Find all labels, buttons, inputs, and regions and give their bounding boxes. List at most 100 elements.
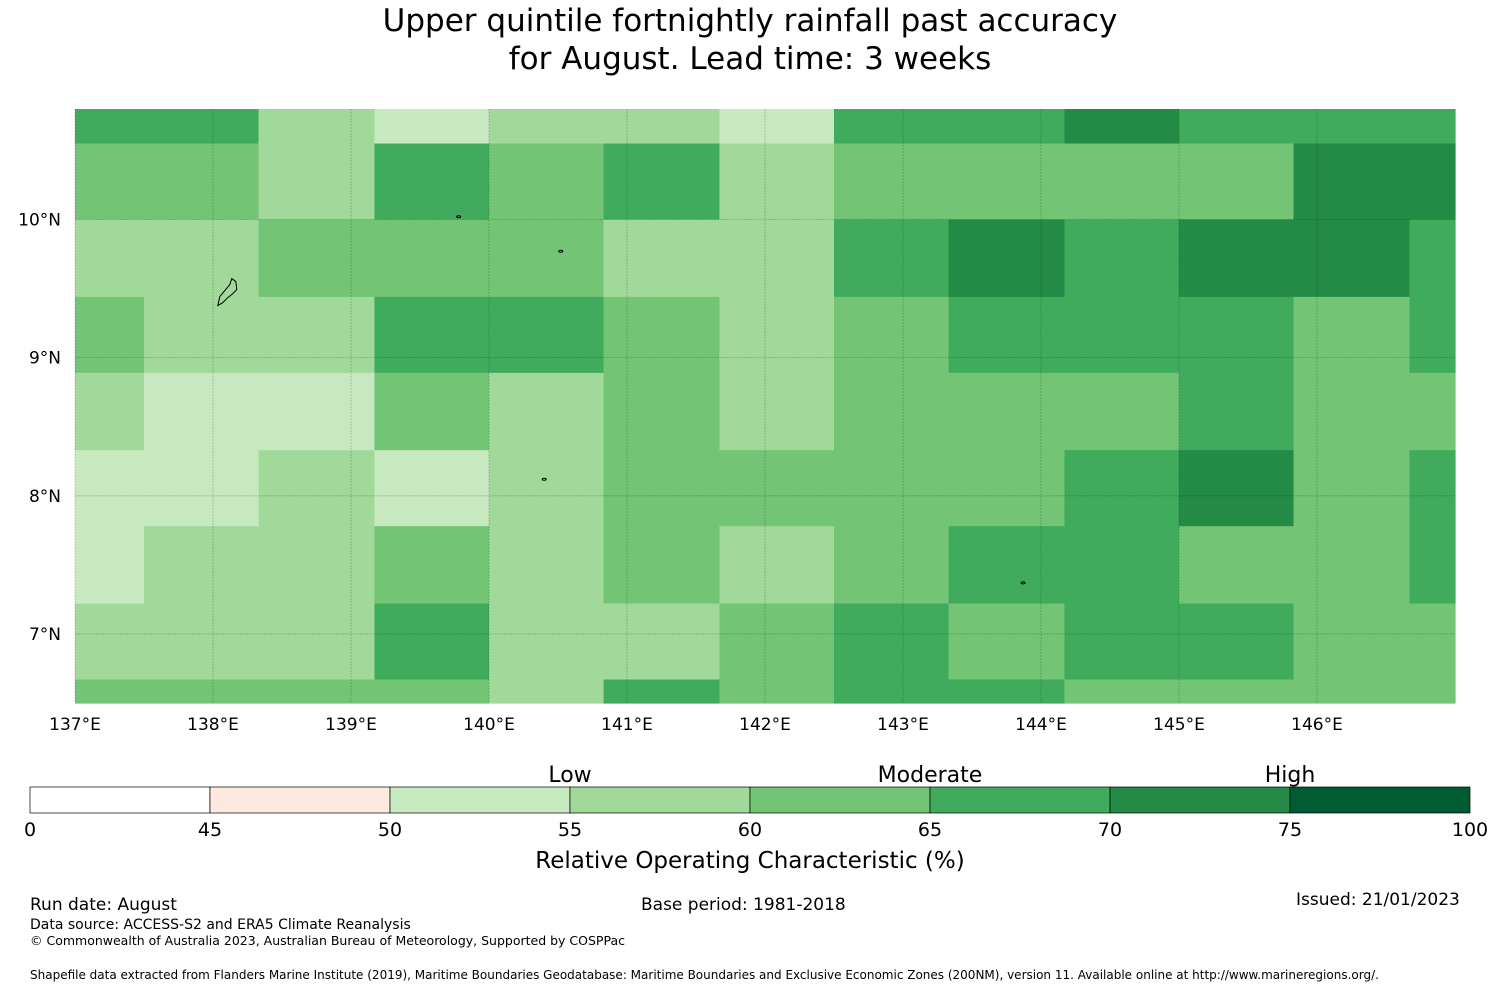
map-cell — [258, 296, 376, 374]
map-cell — [1293, 109, 1411, 145]
map-cell — [1293, 296, 1411, 374]
longitude-tick-label: 139°E — [325, 715, 377, 735]
map-cell — [834, 296, 950, 374]
map-cell — [1179, 603, 1295, 681]
map-cell — [258, 450, 376, 527]
map-cell — [603, 372, 721, 451]
longitude-tick-label: 140°E — [463, 715, 515, 735]
map-cell — [258, 143, 376, 221]
map-cell — [374, 296, 490, 374]
map-cell — [258, 679, 376, 704]
yap-island — [217, 277, 238, 307]
map-cell — [489, 679, 605, 704]
map-cell — [719, 109, 835, 145]
run-date: Run date: August — [30, 895, 177, 915]
colorbar-category-label: High — [1265, 763, 1316, 788]
map-title-line-1: Upper quintile fortnightly rainfall past… — [382, 3, 1118, 39]
map-cell — [834, 603, 950, 681]
map-cell — [374, 526, 490, 605]
map-cell — [1179, 679, 1295, 704]
map-cell — [1409, 603, 1456, 681]
colorbar-segment — [389, 786, 571, 814]
latitude-tick-label: 9°N — [29, 349, 61, 369]
colorbar-tick-label: 50 — [378, 819, 402, 841]
map-cell — [834, 450, 950, 527]
map-cell — [603, 219, 721, 298]
map-cell — [603, 679, 721, 704]
map-cell — [948, 526, 1066, 605]
map-cell — [603, 603, 721, 681]
colorbar-category-labels: Low Moderate High — [548, 763, 1315, 788]
colorbar-segments — [29, 786, 1471, 814]
map-cell — [719, 219, 835, 298]
islet-d — [1020, 581, 1026, 585]
map-cell — [489, 603, 605, 681]
map-cell — [75, 109, 145, 145]
longitude-tick-label: 142°E — [739, 715, 791, 735]
map-cell — [144, 679, 260, 704]
map-cell — [1064, 219, 1180, 298]
base-period: Base period: 1981-2018 — [641, 895, 846, 915]
map-cell — [374, 219, 490, 298]
map-cell — [603, 109, 721, 145]
map-cell — [719, 526, 835, 605]
colorbar-segment — [749, 786, 931, 814]
latitude-tick-label: 10°N — [18, 211, 61, 231]
map-cell — [1409, 526, 1456, 605]
map-cell — [489, 143, 605, 221]
colorbar-category-label: Moderate — [878, 763, 983, 788]
map-cell — [374, 603, 490, 681]
colorbar-tick-labels: 0 45 50 55 60 65 70 75 100 — [24, 819, 1488, 841]
colorbar-tick-label: 75 — [1278, 819, 1302, 841]
map-cell — [1064, 526, 1180, 605]
map-cell — [719, 603, 835, 681]
map-title-line-2: for August. Lead time: 3 weeks — [508, 41, 992, 77]
map-cell — [75, 372, 145, 451]
map-cell — [1409, 296, 1456, 374]
colorbar-tick-label: 45 — [198, 819, 222, 841]
map-cell — [1293, 603, 1411, 681]
map-cell — [948, 143, 1066, 221]
map-cell — [258, 109, 376, 145]
islet-c — [541, 477, 547, 481]
map-cell — [1064, 603, 1180, 681]
map-cell — [489, 219, 605, 298]
colorbar-segment — [1289, 786, 1471, 814]
map-cell — [144, 219, 260, 298]
longitude-tick-label: 144°E — [1015, 715, 1067, 735]
map-cell — [1064, 679, 1180, 704]
map-cell — [258, 526, 376, 605]
map-cell — [1179, 109, 1295, 145]
map-cell — [834, 679, 950, 704]
map-cell — [1064, 372, 1180, 451]
map-cell — [144, 372, 260, 451]
islet-b — [558, 249, 564, 253]
colorbar-segment — [1109, 786, 1291, 814]
map-cell — [489, 109, 605, 145]
map-cell — [75, 450, 145, 527]
map-cell — [258, 603, 376, 681]
map-cell — [603, 526, 721, 605]
longitude-tick-label: 146°E — [1291, 715, 1343, 735]
map-islands-layer — [217, 215, 1026, 585]
map-cell — [75, 679, 145, 704]
colorbar-tick-label: 55 — [558, 819, 582, 841]
map-cell — [834, 372, 950, 451]
map-cell — [1293, 526, 1411, 605]
issued-date: Issued: 21/01/2023 — [1296, 890, 1460, 910]
map-cell — [834, 526, 950, 605]
map-cell — [1293, 450, 1411, 527]
map-cell — [75, 296, 145, 374]
map-cell — [1179, 526, 1295, 605]
colorbar-segment — [569, 786, 751, 814]
map-cell — [489, 450, 605, 527]
map-cell — [1409, 143, 1456, 221]
colorbar-tick-label: 70 — [1098, 819, 1122, 841]
map-cell — [948, 219, 1066, 298]
map-cell — [489, 372, 605, 451]
map-cell — [719, 679, 835, 704]
map-axis-labels: 137°E 138°E 139°E 140°E 141°E 142°E 143°E 144°E… — [18, 211, 1343, 735]
map-cell — [374, 679, 490, 704]
colorbar-tick-label: 0 — [24, 819, 36, 841]
colorbar-segment — [209, 786, 391, 814]
